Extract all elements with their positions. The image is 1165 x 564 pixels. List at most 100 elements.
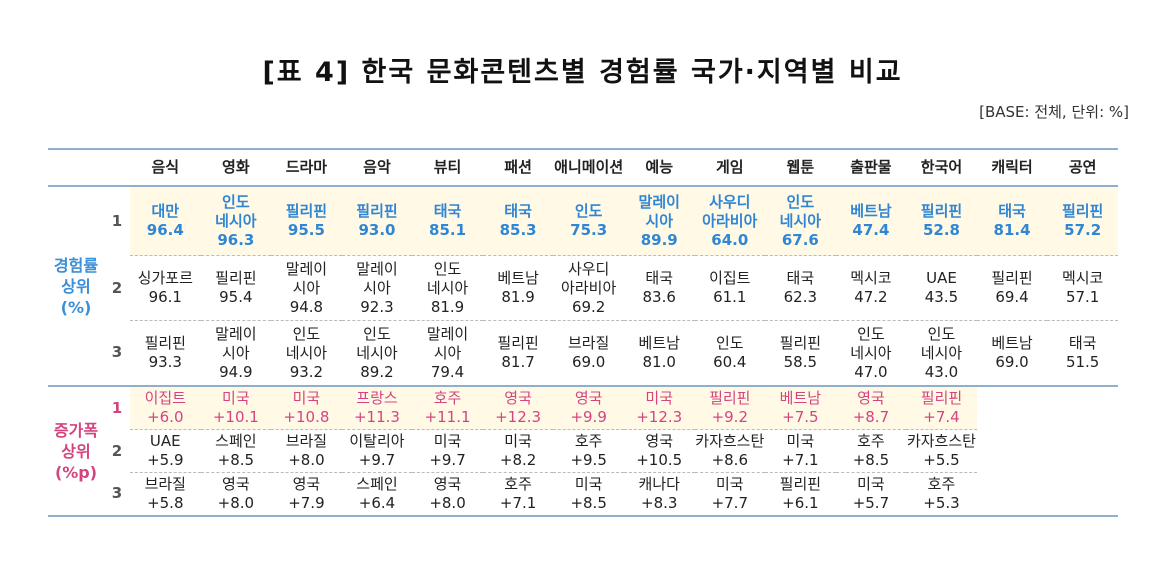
value-text: 69.0 — [571, 353, 606, 371]
data-cell: 말레이 시아 94.8 — [271, 255, 342, 321]
data-cell: UAE 43.5 — [906, 255, 977, 321]
comparison-table: 음식 영화 드라마 음악 뷰티 패션 애니메이션 예능 게임 웹툰 출판물 한국어 캐릭터 공연 경험률 상… — [48, 148, 1118, 517]
group-label-line: 상위 — [61, 276, 91, 296]
value-text: +9.2 — [711, 408, 748, 426]
value-text: +7.1 — [782, 451, 819, 469]
value-text: 60.4 — [713, 353, 747, 371]
data-cell: 사우디 아라비아 64.0 — [694, 186, 766, 256]
country-name: 베트남 — [638, 334, 680, 352]
data-cell: 인도 네시아 96.3 — [200, 186, 272, 256]
value-text: +10.8 — [283, 408, 330, 426]
country-name: 필리핀 — [920, 389, 963, 407]
column-header: 음식 — [130, 149, 201, 186]
country-name: 호주 — [927, 475, 956, 493]
header-blank — [48, 149, 104, 186]
value-text: 93.0 — [358, 221, 396, 239]
country-name: 사우디 — [567, 259, 610, 278]
country-name: 말레이 — [638, 192, 680, 211]
country-name: 시아 — [292, 278, 321, 297]
value-text: +8.5 — [852, 451, 890, 469]
experience-section: 경험률 상위 (%) 1 대만 96.4 인도 네시아 96.3 필리핀 95.5 필리핀 93.0 태국… — [48, 186, 1118, 386]
country-name: 네시아 — [356, 343, 398, 362]
country-name: 시아 — [363, 278, 391, 297]
table-row: 3 필리핀 93.3 말레이 시아 94.9 인도 네시아 93.2 인도 네시아 89.2 말레이 시아… — [48, 321, 1118, 387]
data-cell: 필리핀 +6.1 — [765, 473, 836, 517]
data-cell: 미국 +8.2 — [482, 429, 554, 473]
country-name: 미국 — [574, 475, 603, 493]
table-row: 2 UAE +5.9 스페인 +8.5 브라질 +8.0 이탈리아 +9.7 미국 +9.7 미국 +8… — [48, 429, 1118, 473]
data-cell: 인도 네시아 67.6 — [765, 186, 836, 256]
value-text: 85.1 — [429, 221, 467, 239]
country-name: 미국 — [292, 389, 321, 407]
data-cell: 필리핀 +9.2 — [694, 386, 766, 430]
rank-label: 3 — [111, 484, 123, 503]
data-cell: 미국 +8.5 — [553, 473, 624, 517]
table-row: 2 싱가포르 96.1 필리핀 95.4 말레이 시아 94.8 말레이 시아 92.3 인도 네시아 8… — [48, 255, 1118, 321]
country-name: UAE — [926, 269, 957, 287]
country-name: 말레이 — [356, 259, 398, 278]
data-cell: 호주 +7.1 — [483, 473, 554, 517]
data-cell: 말레이 시아 89.9 — [623, 186, 695, 256]
increase-section: 증가폭 상위 (%p) 1 이집트 +6.0 미국 +10.1 미국 +10.8 프랑스 +11.3 호… — [48, 386, 1118, 516]
column-header: 출판물 — [835, 149, 907, 186]
column-header: 웹툰 — [765, 149, 836, 186]
column-header: 음악 — [341, 149, 413, 186]
value-text: +12.3 — [636, 408, 683, 426]
value-text: +8.7 — [852, 408, 890, 426]
country-name: 멕시코 — [850, 269, 892, 287]
data-cell: 스페인 +8.5 — [200, 429, 272, 473]
value-text: 62.3 — [783, 288, 818, 306]
data-cell: 필리핀 95.4 — [200, 255, 272, 321]
country-name: 필리핀 — [144, 334, 186, 352]
data-cell: 필리핀 57.2 — [1047, 186, 1118, 256]
column-header: 캐릭터 — [976, 149, 1048, 186]
country-name: 싱가포르 — [137, 269, 193, 287]
data-cell: 필리핀 69.4 — [976, 255, 1048, 321]
data-cell: 인도 네시아 47.0 — [836, 321, 907, 387]
data-cell: 영국 +7.9 — [271, 473, 342, 517]
country-name: 미국 — [786, 432, 815, 450]
value-text: +10.5 — [636, 451, 683, 469]
header-blank — [104, 149, 130, 186]
value-text: 57.2 — [1064, 221, 1102, 239]
country-name: 브라질 — [567, 334, 610, 352]
value-text: +10.1 — [212, 408, 259, 426]
value-text: 81.0 — [642, 353, 676, 371]
country-name: 인도 — [433, 259, 462, 278]
country-name: 카자흐스탄 — [695, 432, 765, 450]
value-text: 51.5 — [1065, 353, 1100, 371]
value-text: 93.2 — [289, 362, 324, 381]
data-cell: 말레이 시아 94.9 — [201, 321, 272, 387]
data-cell: 필리핀 93.0 — [341, 186, 413, 256]
value-text: 69.4 — [995, 288, 1029, 306]
value-text: +8.0 — [288, 451, 325, 469]
country-name: 스페인 — [215, 432, 257, 450]
country-name: 인도 — [715, 334, 744, 352]
group-label-line: 증가폭 — [53, 420, 99, 440]
country-name: 이탈리아 — [349, 432, 405, 450]
data-cell: 브라질 +5.8 — [130, 473, 201, 517]
value-text: 83.6 — [642, 288, 676, 306]
country-name: 아라비아 — [702, 211, 758, 230]
value-text: 81.7 — [501, 353, 535, 371]
data-cell: 싱가포르 96.1 — [130, 255, 201, 321]
country-name: 미국 — [222, 389, 250, 407]
country-name: UAE — [149, 432, 181, 450]
value-text: +8.5 — [570, 494, 607, 512]
country-name: 시아 — [222, 343, 250, 362]
country-name: 미국 — [504, 432, 532, 450]
value-text: +5.9 — [147, 451, 184, 469]
table-row: 증가폭 상위 (%p) 1 이집트 +6.0 미국 +10.1 미국 +10.8 프랑스 +11.3 호… — [48, 386, 1118, 516]
country-name: 영국 — [574, 389, 603, 407]
group-label-line: (%) — [60, 297, 92, 317]
country-name: 인도 — [857, 324, 885, 343]
value-text: 57.1 — [1065, 288, 1100, 306]
country-name: 필리핀 — [920, 202, 963, 220]
country-name: 필리핀 — [991, 269, 1033, 287]
data-cell: 인도 네시아 81.9 — [412, 255, 483, 321]
value-text: 47.0 — [854, 362, 888, 381]
data-cell: 영국 +8.0 — [412, 473, 483, 517]
data-cell: 영국 +8.7 — [835, 386, 907, 430]
country-name: 태국 — [998, 202, 1026, 220]
country-name: 호주 — [433, 389, 462, 407]
